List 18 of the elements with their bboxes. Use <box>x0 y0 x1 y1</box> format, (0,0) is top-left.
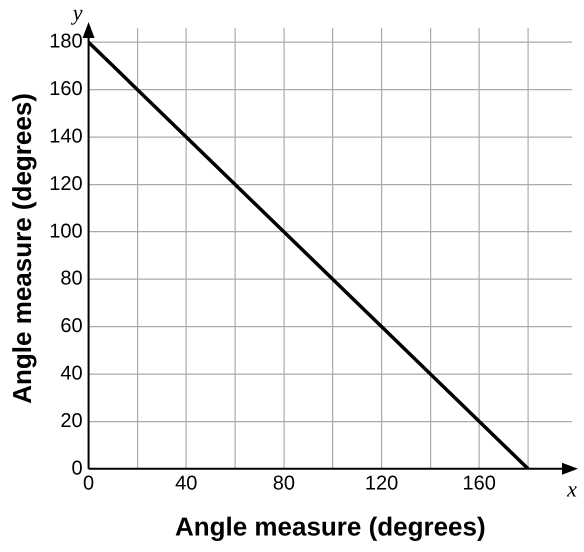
y-tick-label: 80 <box>60 268 83 290</box>
x-tick-label: 80 <box>272 472 296 494</box>
x-tick-label: 120 <box>364 472 398 494</box>
y-tick-label: 180 <box>49 30 83 53</box>
text: y <box>70 0 83 25</box>
text: x <box>566 476 578 502</box>
y-tick-label: 40 <box>60 362 83 385</box>
y-tick-label: 160 <box>49 78 83 100</box>
y-tick-label: 140 <box>49 126 83 148</box>
y-tick-label: 100 <box>49 220 83 242</box>
x-tick-label: 40 <box>175 472 198 494</box>
y-tick-label: 20 <box>60 410 83 432</box>
x-axis-title: Angle measure (degrees) <box>174 512 486 542</box>
y-axis-title: Angle measure (degrees) <box>6 93 37 404</box>
y-tick-label: 0 <box>71 457 83 480</box>
y-tick-label: 120 <box>49 172 83 195</box>
y-tick-label: 60 <box>60 315 83 338</box>
x-tick-label: 160 <box>462 472 496 494</box>
